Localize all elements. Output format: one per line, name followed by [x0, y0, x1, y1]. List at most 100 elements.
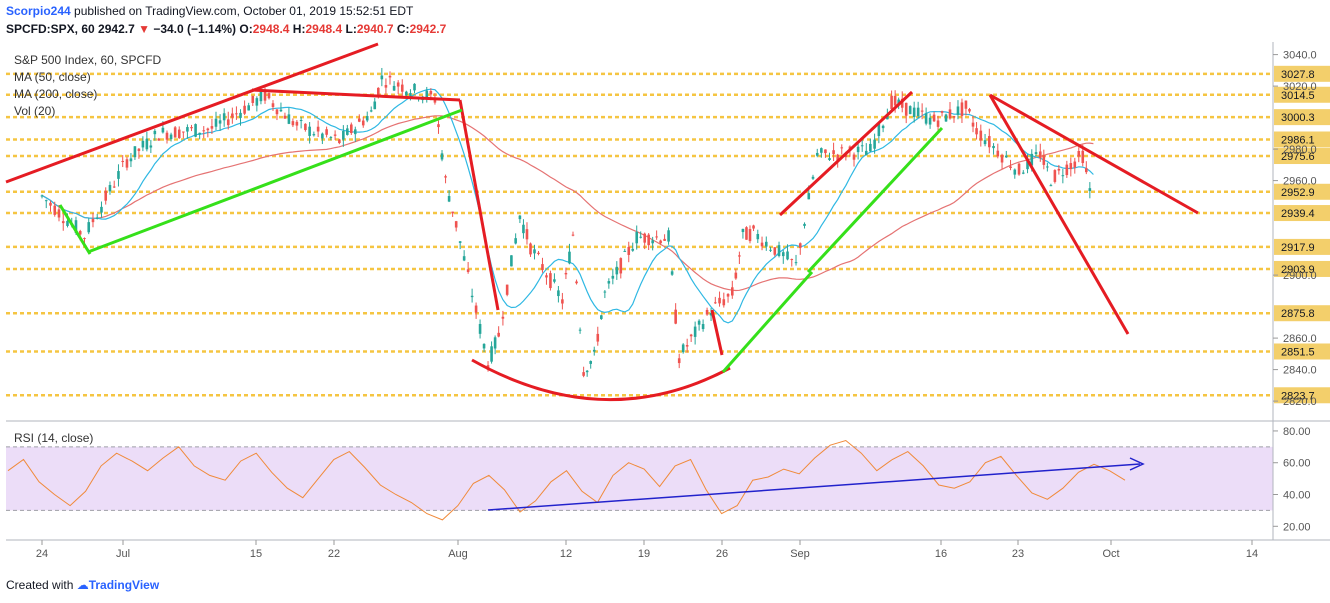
- candle-body: [979, 130, 983, 141]
- rsi-axis[interactable]: 20.00 40.00 60.00 80.00: [1273, 426, 1311, 533]
- candle-body: [611, 275, 615, 279]
- candle-body: [1026, 158, 1029, 170]
- candle-body: [623, 250, 627, 252]
- candle-body: [952, 116, 956, 118]
- candle-body: [1021, 172, 1025, 174]
- candle-body: [689, 334, 693, 337]
- symbol-label[interactable]: SPCFD:SPX, 60: [6, 22, 95, 36]
- time-tick-label: 23: [1012, 548, 1024, 560]
- candle-body: [501, 316, 505, 319]
- change-value: −34.0 (−1.14%): [153, 22, 237, 36]
- price-pane[interactable]: [6, 42, 1273, 420]
- legend-rsi[interactable]: RSI (14, close): [14, 431, 94, 445]
- candle-body: [522, 224, 525, 234]
- candle-body: [112, 186, 116, 188]
- candle-body: [263, 90, 267, 101]
- level-label: 2851.5: [1281, 346, 1315, 358]
- legend-ma50[interactable]: MA (50, close): [14, 70, 91, 84]
- candle-body: [790, 259, 794, 261]
- candle-body: [589, 361, 592, 364]
- candle-body: [1004, 155, 1008, 158]
- candle-body: [745, 227, 748, 240]
- ma50-line: [41, 88, 1094, 324]
- candle-body: [659, 240, 662, 244]
- rsi-tick-label: 20.00: [1283, 521, 1311, 533]
- candle-body: [231, 113, 234, 118]
- candle-body: [592, 349, 596, 352]
- candle-body: [777, 245, 781, 257]
- level-label: 2939.4: [1281, 208, 1315, 220]
- candle-body: [756, 234, 760, 240]
- candle-body: [1013, 169, 1017, 175]
- candle-body: [908, 106, 912, 115]
- candle-body: [283, 115, 287, 119]
- candle-body: [541, 264, 544, 271]
- candle-body: [893, 95, 897, 106]
- candle-body: [490, 346, 493, 362]
- horizontal-levels: [6, 72, 1273, 397]
- candle-body: [936, 120, 940, 127]
- candle-body: [988, 136, 991, 148]
- candle-body: [718, 297, 721, 304]
- candle-body: [149, 145, 153, 148]
- candle-body: [243, 105, 246, 114]
- candle-body: [705, 309, 709, 315]
- ma200-path: [41, 115, 1094, 292]
- time-tick-label: 15: [250, 548, 262, 560]
- candle-body: [786, 251, 789, 260]
- candle-body: [726, 293, 730, 297]
- candle-body: [992, 145, 995, 149]
- candle-body: [433, 99, 437, 103]
- candle-body: [325, 129, 328, 135]
- candle-body: [447, 196, 451, 202]
- candle-body: [316, 126, 320, 132]
- candle-body: [1030, 153, 1034, 166]
- candle-body: [948, 109, 952, 119]
- candle-body: [564, 272, 568, 275]
- candle-body: [61, 221, 65, 224]
- candle-body: [741, 228, 745, 233]
- candle-body: [1085, 168, 1088, 173]
- price-axis[interactable]: 3027.8 3014.5 3000.3 2986.1 2975.6 2952.9 2939…: [1273, 50, 1330, 409]
- candle-body: [663, 238, 666, 241]
- candle-body: [365, 116, 369, 121]
- rsi-band: [6, 446, 1273, 511]
- candle-body: [108, 185, 112, 192]
- ma200-line: [41, 115, 1094, 292]
- candle-body: [619, 258, 623, 274]
- level-label: 2975.6: [1281, 151, 1315, 163]
- candle-body: [239, 112, 242, 118]
- candle-body: [251, 95, 255, 103]
- candle-body: [714, 302, 717, 304]
- rsi-tick-label: 80.00: [1283, 426, 1311, 438]
- candle-body: [380, 75, 384, 80]
- level-label-bg: [1274, 205, 1330, 222]
- tradingview-brand[interactable]: TradingView: [88, 578, 160, 592]
- legend-vol[interactable]: Vol (20): [14, 104, 56, 118]
- candle-body: [549, 273, 552, 289]
- candle-body: [932, 114, 936, 122]
- candle-body: [769, 249, 772, 251]
- legend-ma200[interactable]: MA (200, close): [14, 87, 98, 101]
- candle-body: [121, 160, 125, 163]
- candle-body: [811, 176, 815, 179]
- ma50-path: [41, 88, 1094, 324]
- chart-title[interactable]: S&P 500 Index, 60, SPCFD: [14, 53, 162, 67]
- candle-body: [350, 124, 353, 134]
- candle-body: [670, 271, 674, 275]
- candle-body: [117, 171, 120, 179]
- candle-body: [864, 150, 868, 156]
- candle-body: [129, 158, 133, 162]
- candle-body: [596, 333, 600, 342]
- candle-body: [308, 126, 311, 136]
- time-axis[interactable]: 24 Jul 15 22 Aug 12 19 26 Sep 16 23 Oct 14: [36, 540, 1258, 560]
- candle-body: [425, 90, 429, 99]
- level-label-bg: [1274, 148, 1330, 165]
- tradingview-logo-icon[interactable]: ☁: [76, 578, 89, 592]
- candle-body: [752, 225, 755, 229]
- candle-body: [693, 326, 697, 337]
- author-link[interactable]: Scorpio244: [6, 4, 71, 18]
- candle-body: [125, 159, 129, 168]
- candle-body: [912, 107, 916, 118]
